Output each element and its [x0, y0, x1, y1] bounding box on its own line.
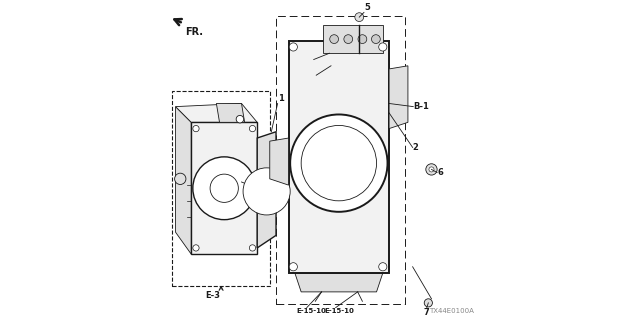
Text: 4: 4 [306, 71, 312, 80]
Circle shape [290, 115, 387, 212]
Text: E-3: E-3 [205, 291, 220, 300]
Circle shape [429, 167, 434, 172]
Text: E-15-10: E-15-10 [324, 308, 355, 314]
Circle shape [289, 263, 298, 271]
Circle shape [371, 35, 380, 44]
Circle shape [243, 168, 290, 215]
Circle shape [358, 35, 367, 44]
Text: 2: 2 [413, 143, 419, 152]
Circle shape [250, 125, 255, 132]
Polygon shape [191, 122, 257, 254]
Text: B-1: B-1 [413, 102, 429, 111]
Text: 6: 6 [437, 168, 443, 177]
Circle shape [175, 173, 186, 185]
Text: 3: 3 [303, 55, 309, 64]
Circle shape [330, 35, 339, 44]
Circle shape [426, 164, 437, 175]
Polygon shape [389, 66, 408, 129]
Polygon shape [216, 103, 244, 122]
Polygon shape [175, 103, 257, 122]
Polygon shape [289, 41, 389, 273]
Circle shape [289, 43, 298, 51]
Circle shape [193, 245, 199, 251]
Text: FR.: FR. [185, 27, 203, 36]
Polygon shape [257, 132, 276, 248]
Polygon shape [175, 107, 191, 254]
Text: 5: 5 [364, 4, 370, 12]
Circle shape [424, 299, 433, 307]
Polygon shape [269, 138, 289, 185]
Circle shape [193, 157, 255, 220]
Text: TX44E0100A: TX44E0100A [429, 308, 474, 314]
Text: 7: 7 [424, 308, 429, 316]
Polygon shape [323, 25, 383, 53]
Circle shape [344, 35, 353, 44]
Circle shape [379, 263, 387, 271]
Circle shape [236, 116, 244, 123]
Text: E-15-10: E-15-10 [296, 308, 326, 314]
Circle shape [379, 43, 387, 51]
Polygon shape [295, 273, 383, 292]
Circle shape [250, 245, 255, 251]
Circle shape [355, 13, 364, 21]
Circle shape [193, 125, 199, 132]
Text: 1: 1 [278, 94, 284, 103]
